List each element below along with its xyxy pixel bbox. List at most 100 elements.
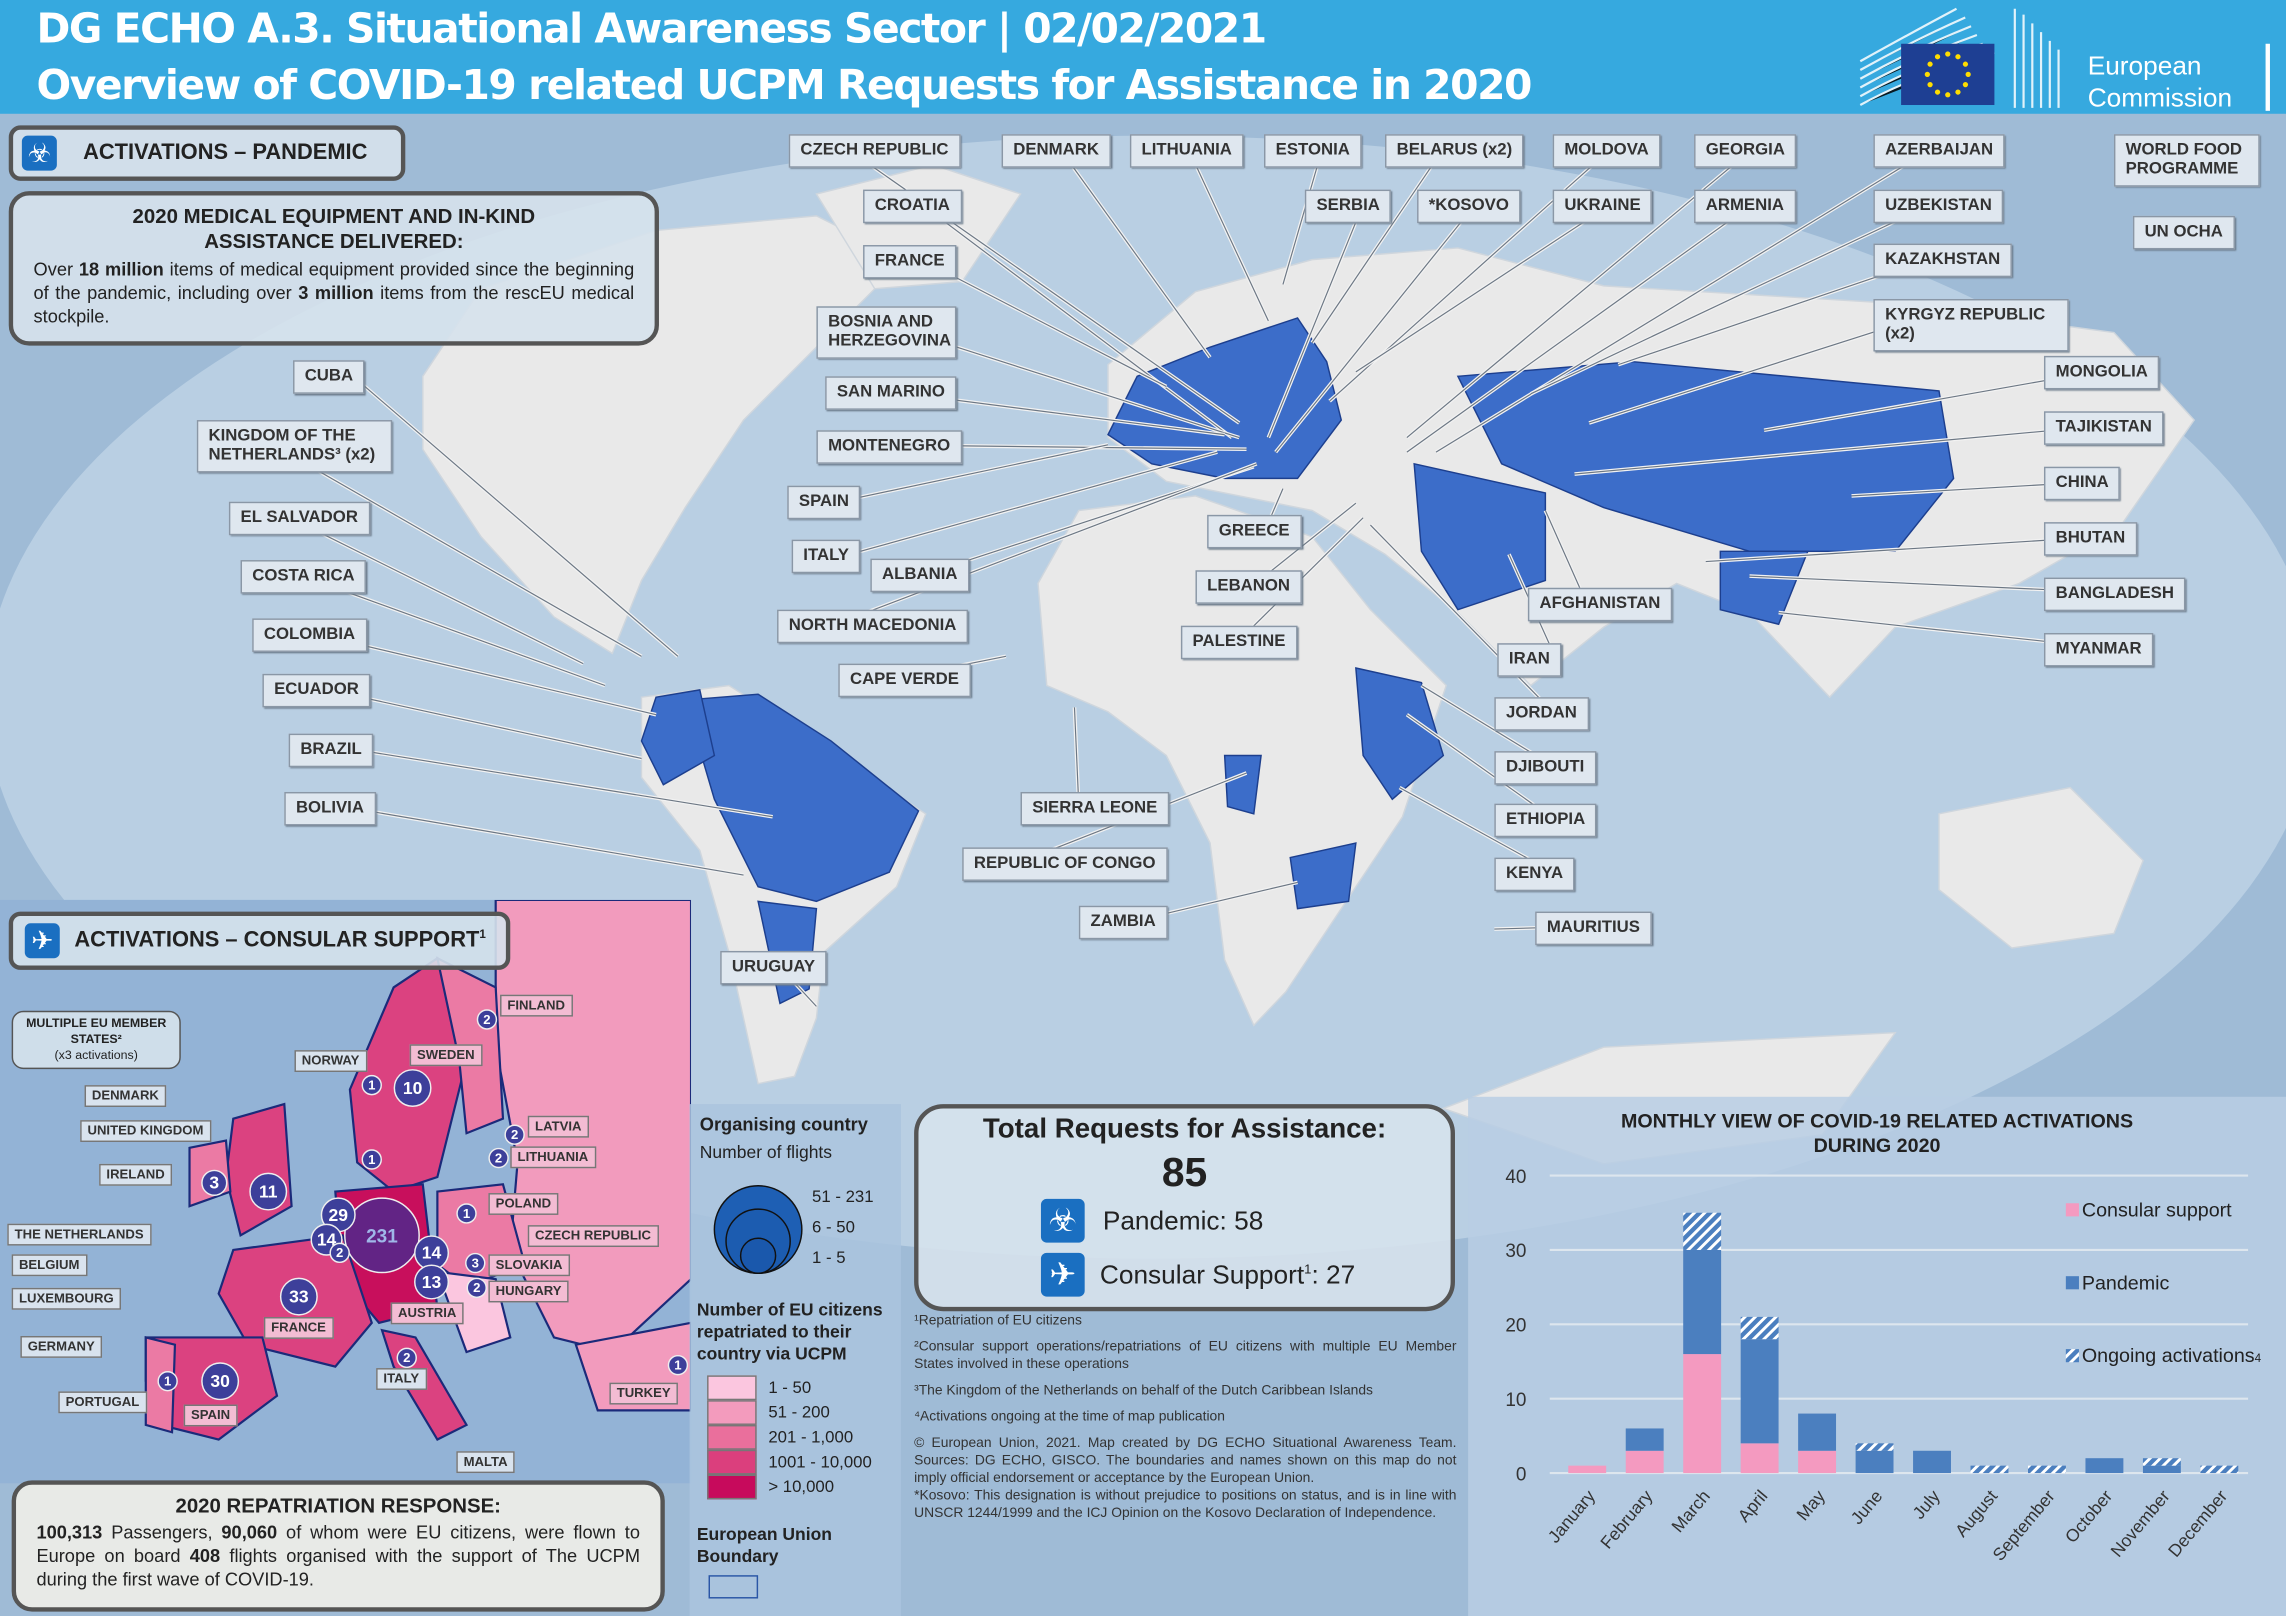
country-label-mongolia[interactable]: MONGOLIA [2043, 355, 2160, 390]
country-label-serbia[interactable]: SERBIA [1304, 189, 1392, 224]
flight-count-bubble[interactable]: 231 [344, 1197, 420, 1274]
country-label-kenya[interactable]: KENYA [1494, 857, 1575, 892]
flight-count-bubble[interactable]: 14 [414, 1235, 450, 1271]
consular-label-belgium[interactable]: BELGIUM [11, 1254, 87, 1277]
country-label-spain[interactable]: SPAIN [787, 485, 861, 520]
country-label-lebanon[interactable]: LEBANON [1195, 570, 1302, 604]
flight-count-bubble[interactable]: 3 [465, 1252, 486, 1274]
country-label-china[interactable]: CHINA [2043, 466, 2121, 501]
country-label-kazakhstan[interactable]: KAZAKHSTAN [1873, 243, 2012, 278]
country-label-denmark[interactable]: DENMARK [1001, 134, 1111, 168]
flight-count-bubble[interactable]: 10 [393, 1069, 432, 1108]
country-label--kosovo[interactable]: *KOSOVO [1417, 189, 1521, 224]
country-label-czech-republic[interactable]: CZECH REPUBLIC [788, 134, 961, 168]
country-label-bosnia-and-herzegovina[interactable]: BOSNIA AND HERZEGOVINA [816, 306, 957, 359]
country-label-lithuania[interactable]: LITHUANIA [1129, 134, 1244, 168]
consular-label-hungary[interactable]: HUNGARY [488, 1280, 569, 1303]
country-label-republic-of-congo[interactable]: REPUBLIC OF CONGO [962, 847, 1168, 881]
country-label-myanmar[interactable]: MYANMAR [2043, 632, 2154, 667]
flight-count-bubble[interactable]: 2 [396, 1347, 417, 1369]
country-label-un-ocha[interactable]: UN OCHA [2132, 215, 2235, 250]
flight-count-bubble[interactable]: 1 [157, 1370, 178, 1392]
country-label-sierra-leone[interactable]: SIERRA LEONE [1020, 791, 1170, 826]
country-label-uzbekistan[interactable]: UZBEKISTAN [1873, 189, 2004, 224]
country-label-zambia[interactable]: ZAMBIA [1078, 905, 1168, 940]
country-label-kingdom-of-the-netherlands-x[interactable]: KINGDOM OF THE NETHERLANDS³ (x2) [196, 420, 393, 473]
consular-label-finland[interactable]: FINLAND [500, 994, 573, 1017]
country-label-albania[interactable]: ALBANIA [870, 558, 970, 593]
flight-count-bubble[interactable]: 1 [667, 1354, 689, 1376]
country-label-france[interactable]: FRANCE [863, 245, 957, 279]
consular-label-ireland[interactable]: IRELAND [99, 1163, 173, 1186]
country-label-mauritius[interactable]: MAURITIUS [1535, 911, 1652, 946]
flight-count-bubble[interactable]: 1 [456, 1203, 477, 1224]
country-label-kyrgyz-republic-x[interactable]: KYRGYZ REPUBLIC (x2) [1873, 298, 2069, 352]
flight-count-bubble[interactable]: 2 [488, 1147, 509, 1169]
country-label-ethiopia[interactable]: ETHIOPIA [1494, 803, 1597, 838]
country-label-azerbaijan[interactable]: AZERBAIJAN [1873, 134, 2005, 168]
consular-label-latvia[interactable]: LATVIA [527, 1115, 589, 1138]
country-label-colombia[interactable]: COLOMBIA [252, 618, 367, 652]
consular-label-united-kingdom[interactable]: UNITED KINGDOM [80, 1120, 211, 1143]
country-label-cuba[interactable]: CUBA [293, 360, 365, 394]
country-label-el-salvador[interactable]: EL SALVADOR [228, 501, 370, 536]
country-label-san-marino[interactable]: SAN MARINO [825, 376, 957, 410]
country-label-montenegro[interactable]: MONTENEGRO [816, 430, 962, 464]
consular-label-poland[interactable]: POLAND [488, 1193, 559, 1215]
consular-label-lithuania[interactable]: LITHUANIA [510, 1146, 596, 1169]
consular-label-denmark[interactable]: DENMARK [84, 1085, 167, 1108]
consular-label-germany[interactable]: GERMANY [20, 1335, 103, 1358]
consular-label-france[interactable]: FRANCE [263, 1317, 334, 1339]
flight-count-bubble[interactable]: 2 [504, 1124, 525, 1145]
country-label-cape-verde[interactable]: CAPE VERDE [838, 663, 971, 698]
bar-pandemic [1798, 1413, 1837, 1451]
flight-count-bubble[interactable]: 1 [361, 1074, 382, 1096]
consular-label-luxembourg[interactable]: LUXEMBOURG [11, 1287, 122, 1310]
consular-support-map[interactable]: 231 29 14 2 11 3 10 1 2 2 2 1 1 14 13 3 2 33 30 1 2 1 FINLAND… [0, 899, 692, 1484]
country-label-georgia[interactable]: GEORGIA [1694, 134, 1797, 168]
consular-label-czech-republic[interactable]: CZECH REPUBLIC [527, 1225, 659, 1248]
country-label-bhutan[interactable]: BHUTAN [2043, 522, 2137, 556]
country-label-estonia[interactable]: ESTONIA [1263, 134, 1362, 168]
country-label-djibouti[interactable]: DJIBOUTI [1494, 751, 1596, 785]
country-label-armenia[interactable]: ARMENIA [1694, 189, 1796, 224]
flight-count-bubble[interactable]: 2 [476, 1009, 498, 1030]
flight-count-bubble[interactable]: 2 [466, 1277, 487, 1299]
consular-label-the-netherlands[interactable]: THE NETHERLANDS [7, 1223, 151, 1246]
country-label-ecuador[interactable]: ECUADOR [262, 673, 371, 708]
country-label-bolivia[interactable]: BOLIVIA [284, 791, 376, 826]
country-label-costa-rica[interactable]: COSTA RICA [240, 560, 367, 594]
country-label-jordan[interactable]: JORDAN [1494, 697, 1589, 731]
flight-count-bubble[interactable]: 11 [249, 1172, 288, 1211]
country-label-palestine[interactable]: PALESTINE [1180, 625, 1298, 660]
country-label-bangladesh[interactable]: BANGLADESH [2043, 577, 2186, 612]
consular-label-italy[interactable]: ITALY [376, 1368, 427, 1390]
country-label-croatia[interactable]: CROATIA [863, 189, 962, 224]
country-label-world-food-programme[interactable]: WORLD FOOD PROGRAMME [2113, 134, 2260, 187]
flight-count-bubble[interactable]: 33 [279, 1277, 318, 1316]
consular-label-sweden[interactable]: SWEDEN [409, 1044, 482, 1067]
flight-count-bubble[interactable]: 2 [329, 1242, 350, 1264]
country-label-italy[interactable]: ITALY [791, 539, 861, 574]
consular-label-turkey[interactable]: TURKEY [609, 1382, 678, 1405]
flight-count-bubble[interactable]: 13 [414, 1264, 450, 1300]
country-label-moldova[interactable]: MOLDOVA [1552, 134, 1661, 168]
consular-label-slovakia[interactable]: SLOVAKIA [488, 1254, 570, 1277]
country-label-afghanistan[interactable]: AFGHANISTAN [1527, 587, 1672, 622]
consular-label-norway[interactable]: NORWAY [294, 1050, 367, 1072]
country-label-ukraine[interactable]: UKRAINE [1552, 189, 1653, 224]
consular-label-austria[interactable]: AUSTRIA [390, 1302, 464, 1325]
flight-count-bubble[interactable]: 30 [201, 1362, 240, 1401]
country-label-tajikistan[interactable]: TAJIKISTAN [2043, 411, 2164, 445]
consular-label-malta[interactable]: MALTA [456, 1451, 515, 1474]
consular-label-spain[interactable]: SPAIN [183, 1404, 238, 1427]
country-label-uruguay[interactable]: URUGUAY [720, 950, 827, 985]
country-label-brazil[interactable]: BRAZIL [288, 733, 374, 768]
flight-count-bubble[interactable]: 3 [201, 1169, 228, 1196]
consular-label-portugal[interactable]: PORTUGAL [58, 1391, 147, 1414]
country-label-north-macedonia[interactable]: NORTH MACEDONIA [777, 609, 969, 644]
country-label-belarus-x[interactable]: BELARUS (x2) [1385, 134, 1524, 168]
flight-count-bubble[interactable]: 1 [361, 1149, 382, 1170]
country-label-iran[interactable]: IRAN [1497, 643, 1562, 677]
country-label-greece[interactable]: GREECE [1207, 514, 1302, 549]
